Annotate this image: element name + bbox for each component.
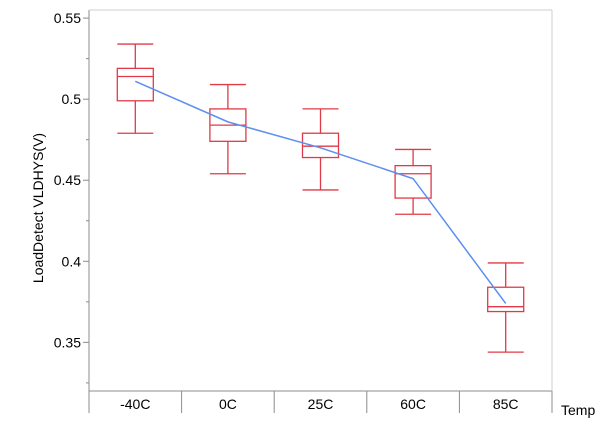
x-axis-title: Temp xyxy=(561,402,595,418)
box-iqr xyxy=(487,286,525,313)
box-iqr xyxy=(301,132,340,159)
x-axis-ticks: -40C 0C 25C 60C 85C xyxy=(88,391,553,413)
mean-line-layer xyxy=(134,80,507,304)
mean-line xyxy=(134,80,507,304)
y-axis-title: LoadDetect VLDHYS(V) xyxy=(30,133,46,283)
box-series xyxy=(116,43,525,353)
x-tick-label: 0C xyxy=(219,396,237,412)
box-60C xyxy=(394,148,432,215)
x-tick-label: 60C xyxy=(400,396,426,412)
box-iqr xyxy=(116,67,154,102)
box-0C xyxy=(209,83,247,175)
y-tick-label: 0.45 xyxy=(54,172,81,188)
box--40C xyxy=(116,43,154,134)
plot-frame xyxy=(88,9,553,392)
x-tick-label: 25C xyxy=(308,396,334,412)
box-iqr xyxy=(394,164,432,199)
y-axis-ticks: 0.35 0.4 0.45 0.5 0.55 xyxy=(54,10,89,384)
y-tick-label: 0.35 xyxy=(54,334,81,350)
box-25C xyxy=(301,108,340,191)
x-tick-label: 85C xyxy=(493,396,519,412)
box-85C xyxy=(487,262,525,353)
y-tick-label: 0.5 xyxy=(62,91,82,107)
x-tick-label: -40C xyxy=(120,396,150,412)
y-tick-label: 0.55 xyxy=(54,10,81,26)
y-tick-label: 0.4 xyxy=(62,253,82,269)
